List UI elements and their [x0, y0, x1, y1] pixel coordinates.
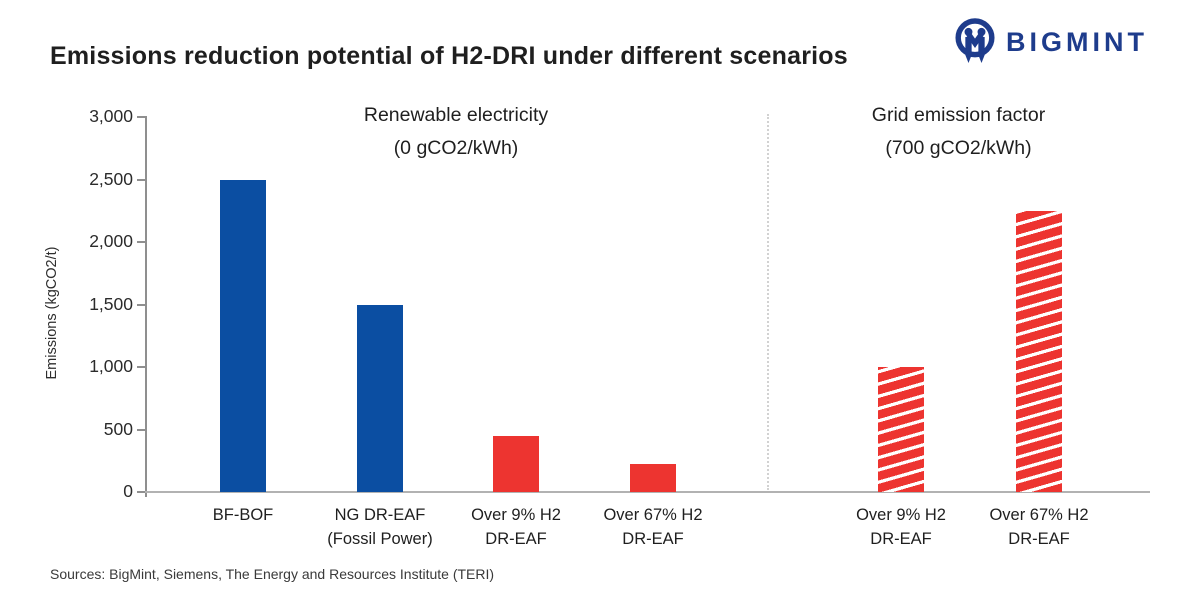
- bar-ng-dr-eaf-fossil-power-: [357, 304, 403, 492]
- x-axis-label-line: DR-EAF: [485, 530, 547, 548]
- x-axis-label-line: DR-EAF: [870, 530, 932, 548]
- bigmint-logo-text: BIGMINT: [1006, 26, 1148, 57]
- y-tick-label: 0: [123, 481, 133, 501]
- x-axis-label-line: Over 9% H2: [856, 506, 946, 524]
- y-tick-mark: [137, 116, 145, 118]
- y-tick-mark: [137, 491, 145, 493]
- section-subtitle: (700 gCO2/kWh): [885, 137, 1032, 159]
- x-axis-label-line: Over 67% H2: [989, 506, 1089, 524]
- x-axis-label-line: Over 9% H2: [471, 506, 561, 524]
- section-title: Renewable electricity: [363, 104, 549, 126]
- y-tick-label: 1,000: [89, 356, 133, 376]
- y-tick-mark: [137, 428, 145, 431]
- y-tick-label: 3,000: [89, 106, 133, 126]
- bar-over-67-h2-dr-eaf: [1016, 210, 1062, 492]
- x-axis-label: Over 67% H2 DR-EAF: [568, 503, 738, 551]
- y-tick-label: 1,500: [89, 293, 133, 314]
- bar-bf-bof: [220, 179, 266, 492]
- bigmint-logo-icon: [955, 18, 995, 63]
- x-axis-label: Over 9% H2 DR-EAF: [816, 503, 986, 551]
- x-axis-label: NG DR-EAF (Fossil Power): [295, 503, 465, 551]
- section-title: Grid emission factor: [871, 104, 1046, 126]
- x-axis-line: [145, 491, 1150, 493]
- y-tick-label: 2,000: [89, 231, 133, 251]
- y-tick-mark: [137, 303, 145, 306]
- x-axis-label-line: DR-EAF: [1008, 530, 1070, 548]
- page-title: Emissions reduction potential of H2-DRI …: [50, 42, 848, 70]
- x-axis-label-line: BF-BOF: [212, 506, 274, 524]
- bar-over-67-h2-dr-eaf: [630, 463, 676, 492]
- x-axis-label: Over 67% H2 DR-EAF: [954, 503, 1124, 551]
- bar-over-9-h2-dr-eaf: [878, 367, 924, 492]
- y-axis-line: [145, 116, 147, 497]
- x-axis-label: Over 9% H2 DR-EAF: [431, 503, 601, 551]
- y-tick-mark: [137, 178, 145, 181]
- section-divider: [767, 114, 769, 490]
- sources-note: Sources: BigMint, Siemens, The Energy an…: [50, 566, 495, 582]
- x-axis-label-line: DR-EAF: [622, 530, 684, 548]
- section-subtitle: (0 gCO2/kWh): [393, 137, 519, 159]
- bigmint-logo: BIGMINT: [954, 18, 1148, 66]
- section-header-grid: Grid emission factor (700 gCO2/kWh): [767, 99, 1150, 165]
- x-axis-label-line: Over 67% H2: [603, 506, 703, 524]
- y-tick-mark: [137, 241, 145, 243]
- y-tick-label: 500: [103, 418, 133, 439]
- x-axis-label-line: (Fossil Power): [327, 530, 433, 548]
- section-header-renewable: Renewable electricity (0 gCO2/kWh): [145, 99, 767, 165]
- y-tick-label: 2,500: [89, 168, 133, 189]
- y-tick-mark: [137, 366, 145, 368]
- x-axis-label: BF-BOF: [158, 503, 328, 527]
- bar-over-9-h2-dr-eaf: [493, 435, 539, 492]
- x-axis-label-line: NG DR-EAF: [334, 506, 426, 524]
